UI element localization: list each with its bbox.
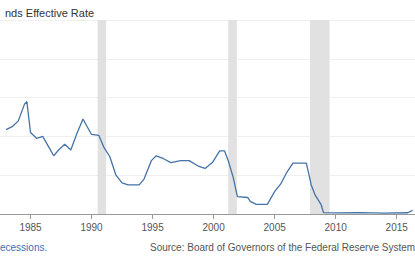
svg-text:2010: 2010 — [325, 222, 348, 233]
svg-text:ecessions.: ecessions. — [0, 242, 47, 253]
svg-text:2015: 2015 — [386, 222, 409, 233]
svg-text:nds Effective Rate: nds Effective Rate — [5, 7, 94, 19]
svg-text:Source: Board of Governors of: Source: Board of Governors of the Federa… — [150, 242, 415, 253]
svg-text:1985: 1985 — [19, 222, 42, 233]
svg-text:1990: 1990 — [80, 222, 103, 233]
svg-text:1995: 1995 — [141, 222, 164, 233]
svg-text:2000: 2000 — [202, 222, 225, 233]
svg-text:2005: 2005 — [264, 222, 287, 233]
